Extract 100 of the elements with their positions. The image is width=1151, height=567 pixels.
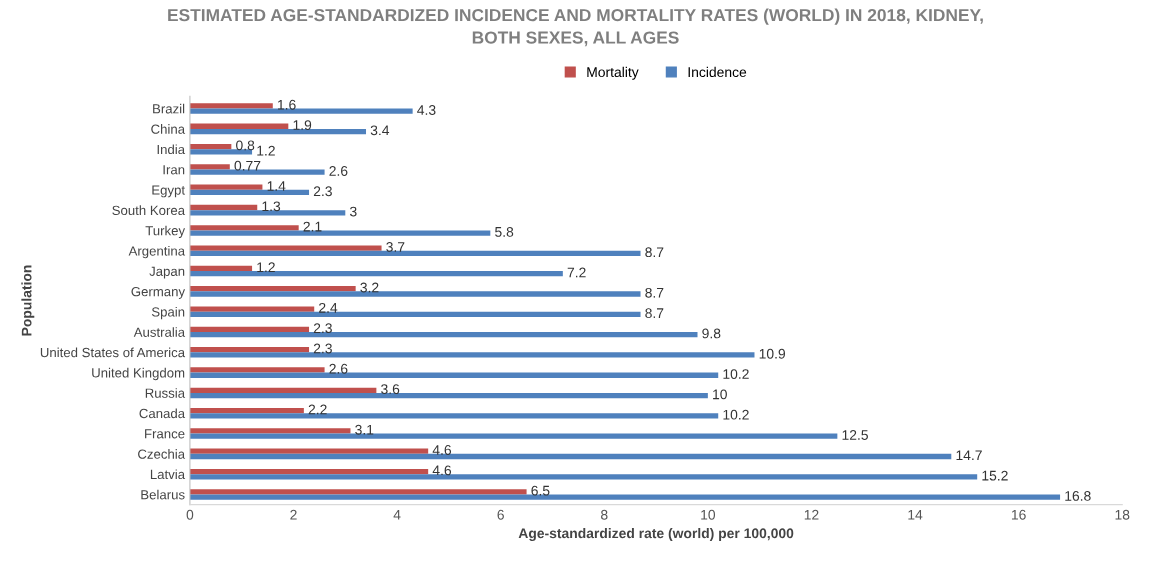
bar (189, 367, 325, 373)
data-label: 8.7 (645, 247, 664, 258)
data-label: 2.2 (308, 404, 327, 415)
y-tick-label: France (145, 429, 185, 439)
bar (189, 149, 253, 155)
data-label: 8.7 (645, 287, 664, 298)
y-tick-label: Argentina (128, 245, 186, 259)
y-tick-label: United Kingdom (92, 367, 185, 381)
bar (189, 407, 304, 414)
y-tick-label: Latvia (150, 469, 186, 480)
y-axis-title: Population (21, 265, 35, 336)
bar (189, 428, 351, 434)
x-tick-label: 16 (1011, 509, 1026, 520)
data-label: 6.5 (531, 485, 550, 496)
data-label: 12.5 (842, 430, 868, 440)
bar (189, 169, 325, 175)
data-label: 10 (713, 389, 727, 400)
data-label: 3.1 (355, 424, 374, 435)
data-label: 4.6 (432, 445, 452, 455)
x-tick-label: 4 (393, 510, 401, 520)
bar (189, 164, 230, 170)
x-tick-label: 18 (1115, 509, 1130, 520)
legend-label: Incidence (688, 66, 747, 78)
bar (189, 347, 310, 353)
y-tick-label: Australia (133, 327, 186, 337)
bar (189, 291, 641, 297)
data-label: 2.3 (313, 186, 332, 197)
bar (189, 489, 527, 495)
y-tick-label: United States of America (40, 347, 186, 358)
data-label: 15.2 (982, 470, 1008, 481)
x-tick-label: 12 (804, 509, 819, 520)
bar (189, 210, 346, 216)
data-label: 1.2 (257, 262, 275, 273)
bar (189, 306, 315, 312)
data-label: 0.8 (236, 140, 255, 151)
y-tick-label: Iran (163, 165, 185, 175)
bar (189, 392, 708, 399)
bar (189, 468, 429, 475)
x-axis-title: Age-standardized rate (world) per 100,000 (518, 527, 794, 541)
bar (189, 225, 299, 231)
bar (189, 128, 367, 135)
bar (189, 326, 310, 332)
y-tick-label: Belarus (141, 489, 185, 500)
y-tick-label: Germany (131, 286, 186, 299)
bar (189, 204, 258, 211)
bar (189, 448, 429, 454)
data-label: 2.6 (329, 363, 348, 374)
data-label: 0.77 (234, 160, 261, 171)
data-label: 3 (350, 206, 357, 217)
data-label: 5.8 (495, 226, 514, 237)
bar (189, 494, 1061, 500)
bar (189, 265, 253, 272)
data-label: 16.8 (1065, 491, 1091, 501)
data-label: 2.3 (313, 343, 332, 354)
bar (189, 245, 382, 251)
data-label: 1.3 (262, 201, 281, 212)
data-label: 3.6 (381, 384, 400, 395)
y-tick-label: Spain (151, 306, 185, 320)
x-tick-label: 14 (908, 510, 923, 520)
legend-label: Mortality (587, 66, 639, 80)
x-tick-label: 8 (601, 509, 608, 520)
bar (189, 413, 719, 419)
data-label: 3.7 (386, 242, 405, 252)
bar (189, 474, 978, 480)
x-tick-label: 2 (290, 509, 297, 520)
y-tick-label: Turkey (145, 225, 186, 238)
data-label: 14.7 (956, 450, 982, 461)
bar (189, 311, 641, 317)
y-tick-label: Japan (149, 266, 185, 279)
x-tick-label: 10 (701, 509, 716, 520)
x-tick-label: 6 (497, 509, 504, 520)
data-label: 1.2 (257, 145, 275, 156)
data-label: 10.2 (723, 409, 749, 420)
y-tick-label: Canada (139, 408, 186, 419)
bar (189, 189, 310, 196)
y-tick-label: Russia (145, 388, 186, 398)
bar (189, 123, 289, 129)
data-label: 3.4 (370, 125, 390, 136)
y-tick-label: Brazil (153, 103, 185, 114)
data-label: 2.3 (313, 323, 332, 334)
data-label: 2.1 (303, 221, 322, 232)
y-tick-label: India (157, 144, 186, 155)
y-tick-label: Egypt (152, 185, 185, 198)
bar (189, 453, 952, 460)
data-label: 7.2 (567, 267, 586, 278)
data-label: 4.6 (432, 465, 452, 476)
bar (189, 184, 263, 190)
data-label: 4.3 (417, 105, 436, 115)
data-label: 1.4 (267, 181, 286, 191)
data-label: 9.8 (702, 328, 721, 339)
bar (189, 250, 641, 257)
bar (189, 230, 491, 236)
bar (189, 286, 356, 292)
data-label: 3.2 (360, 282, 379, 293)
bar (189, 433, 838, 439)
bar (189, 108, 413, 114)
bar (189, 103, 273, 109)
data-label: 2.6 (329, 166, 348, 176)
data-label: 10.2 (723, 369, 749, 379)
data-label: 2.4 (319, 302, 338, 313)
